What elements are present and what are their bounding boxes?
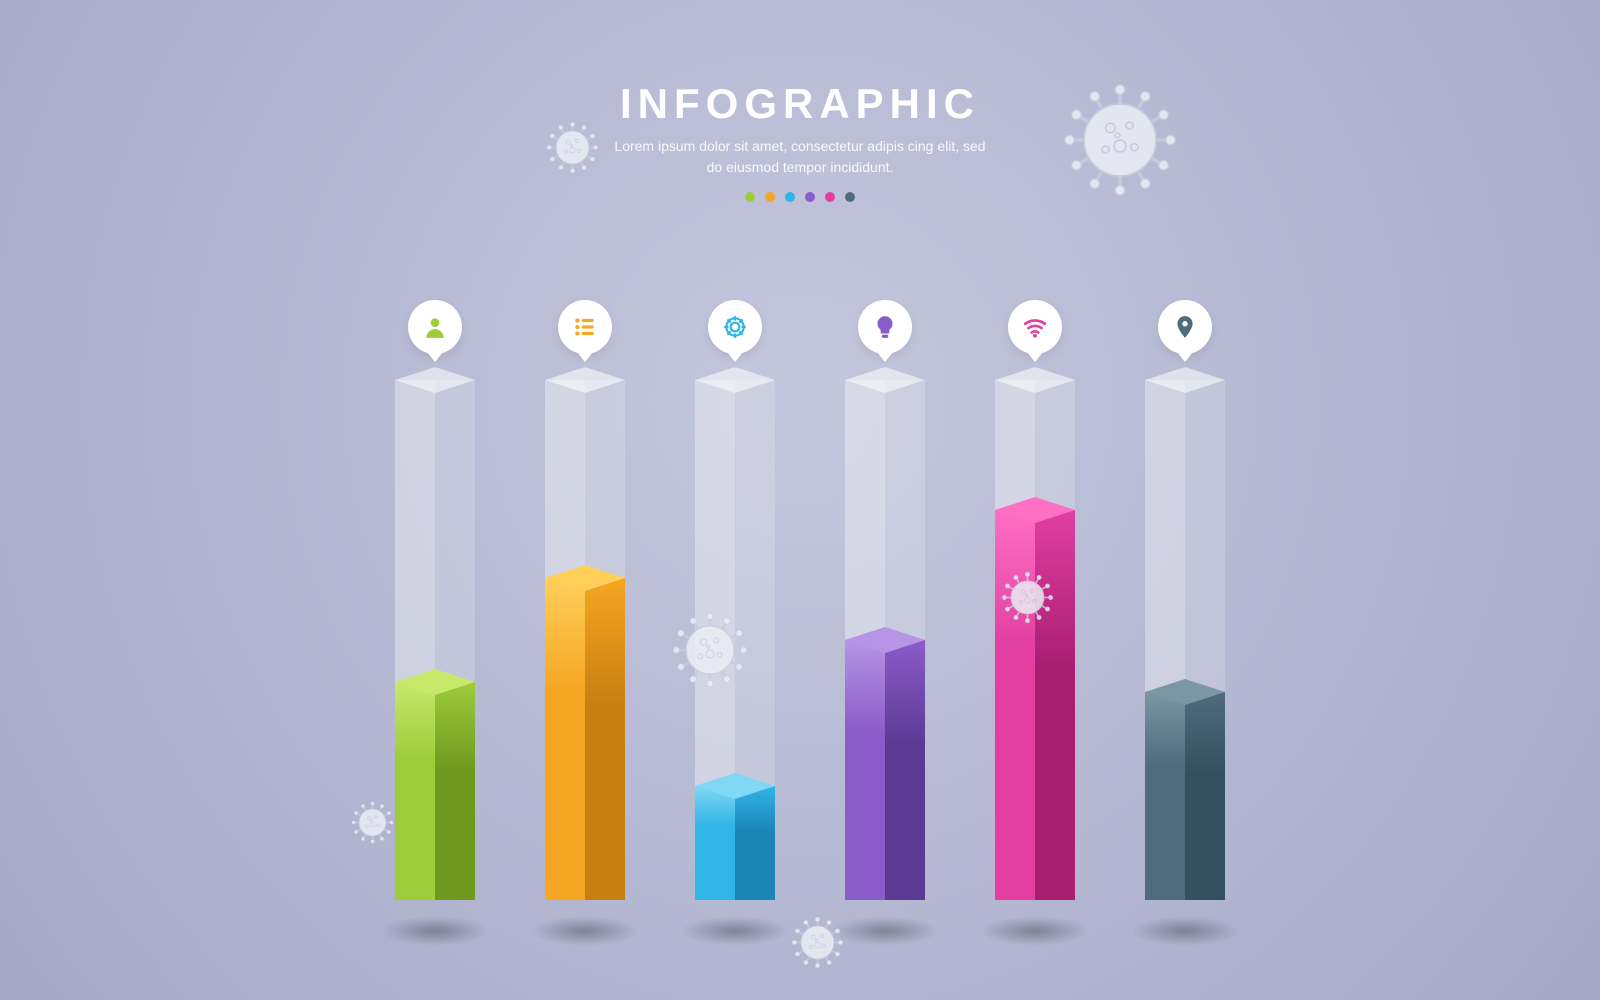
bulb-icon — [858, 300, 912, 354]
pillar — [995, 380, 1075, 900]
location-icon — [1158, 300, 1212, 354]
virus-icon — [1060, 80, 1180, 205]
fill-face-left — [845, 640, 885, 900]
fill-face-left — [695, 786, 735, 900]
pillar-shadow — [380, 916, 490, 946]
fill-face-right — [435, 682, 475, 900]
chart-column — [695, 300, 775, 900]
pillar-shadow — [980, 916, 1090, 946]
fill-face-right — [735, 786, 775, 900]
pillar-shadow — [530, 916, 640, 946]
pillar — [1145, 380, 1225, 900]
pillar-shadow — [830, 916, 940, 946]
pillar — [395, 380, 475, 900]
fill-face-left — [545, 578, 585, 900]
virus-icon — [350, 800, 395, 850]
fill-face-left — [1145, 692, 1185, 900]
legend-dot — [825, 192, 835, 202]
pillar-shadow — [680, 916, 790, 946]
virus-icon — [545, 120, 600, 180]
chart-column — [845, 300, 925, 900]
legend-dot — [785, 192, 795, 202]
subtitle: Lorem ipsum dolor sit amet, consectetur … — [610, 136, 990, 178]
fill-face-right — [585, 578, 625, 900]
pillar — [845, 380, 925, 900]
fill-face-left — [395, 682, 435, 900]
fill-face-right — [885, 640, 925, 900]
bar-chart — [360, 300, 1260, 900]
fill-face-right — [1035, 510, 1075, 900]
legend-dot — [745, 192, 755, 202]
legend-dots — [0, 192, 1600, 202]
header: INFOGRAPHIC Lorem ipsum dolor sit amet, … — [0, 80, 1600, 202]
pillar — [545, 380, 625, 900]
pillar-shadow — [1130, 916, 1240, 946]
chart-column — [1145, 300, 1225, 900]
title: INFOGRAPHIC — [0, 80, 1600, 128]
virus-icon — [790, 915, 845, 975]
gear-icon — [708, 300, 762, 354]
wifi-icon — [1008, 300, 1062, 354]
stage: INFOGRAPHIC Lorem ipsum dolor sit amet, … — [0, 0, 1600, 1000]
list-icon — [558, 300, 612, 354]
person-icon — [408, 300, 462, 354]
legend-dot — [805, 192, 815, 202]
chart-column — [545, 300, 625, 900]
chart-column — [395, 300, 475, 900]
legend-dot — [765, 192, 775, 202]
virus-icon — [1000, 570, 1055, 630]
legend-dot — [845, 192, 855, 202]
fill-face-left — [995, 510, 1035, 900]
virus-icon — [670, 610, 750, 695]
fill-face-right — [1185, 692, 1225, 900]
